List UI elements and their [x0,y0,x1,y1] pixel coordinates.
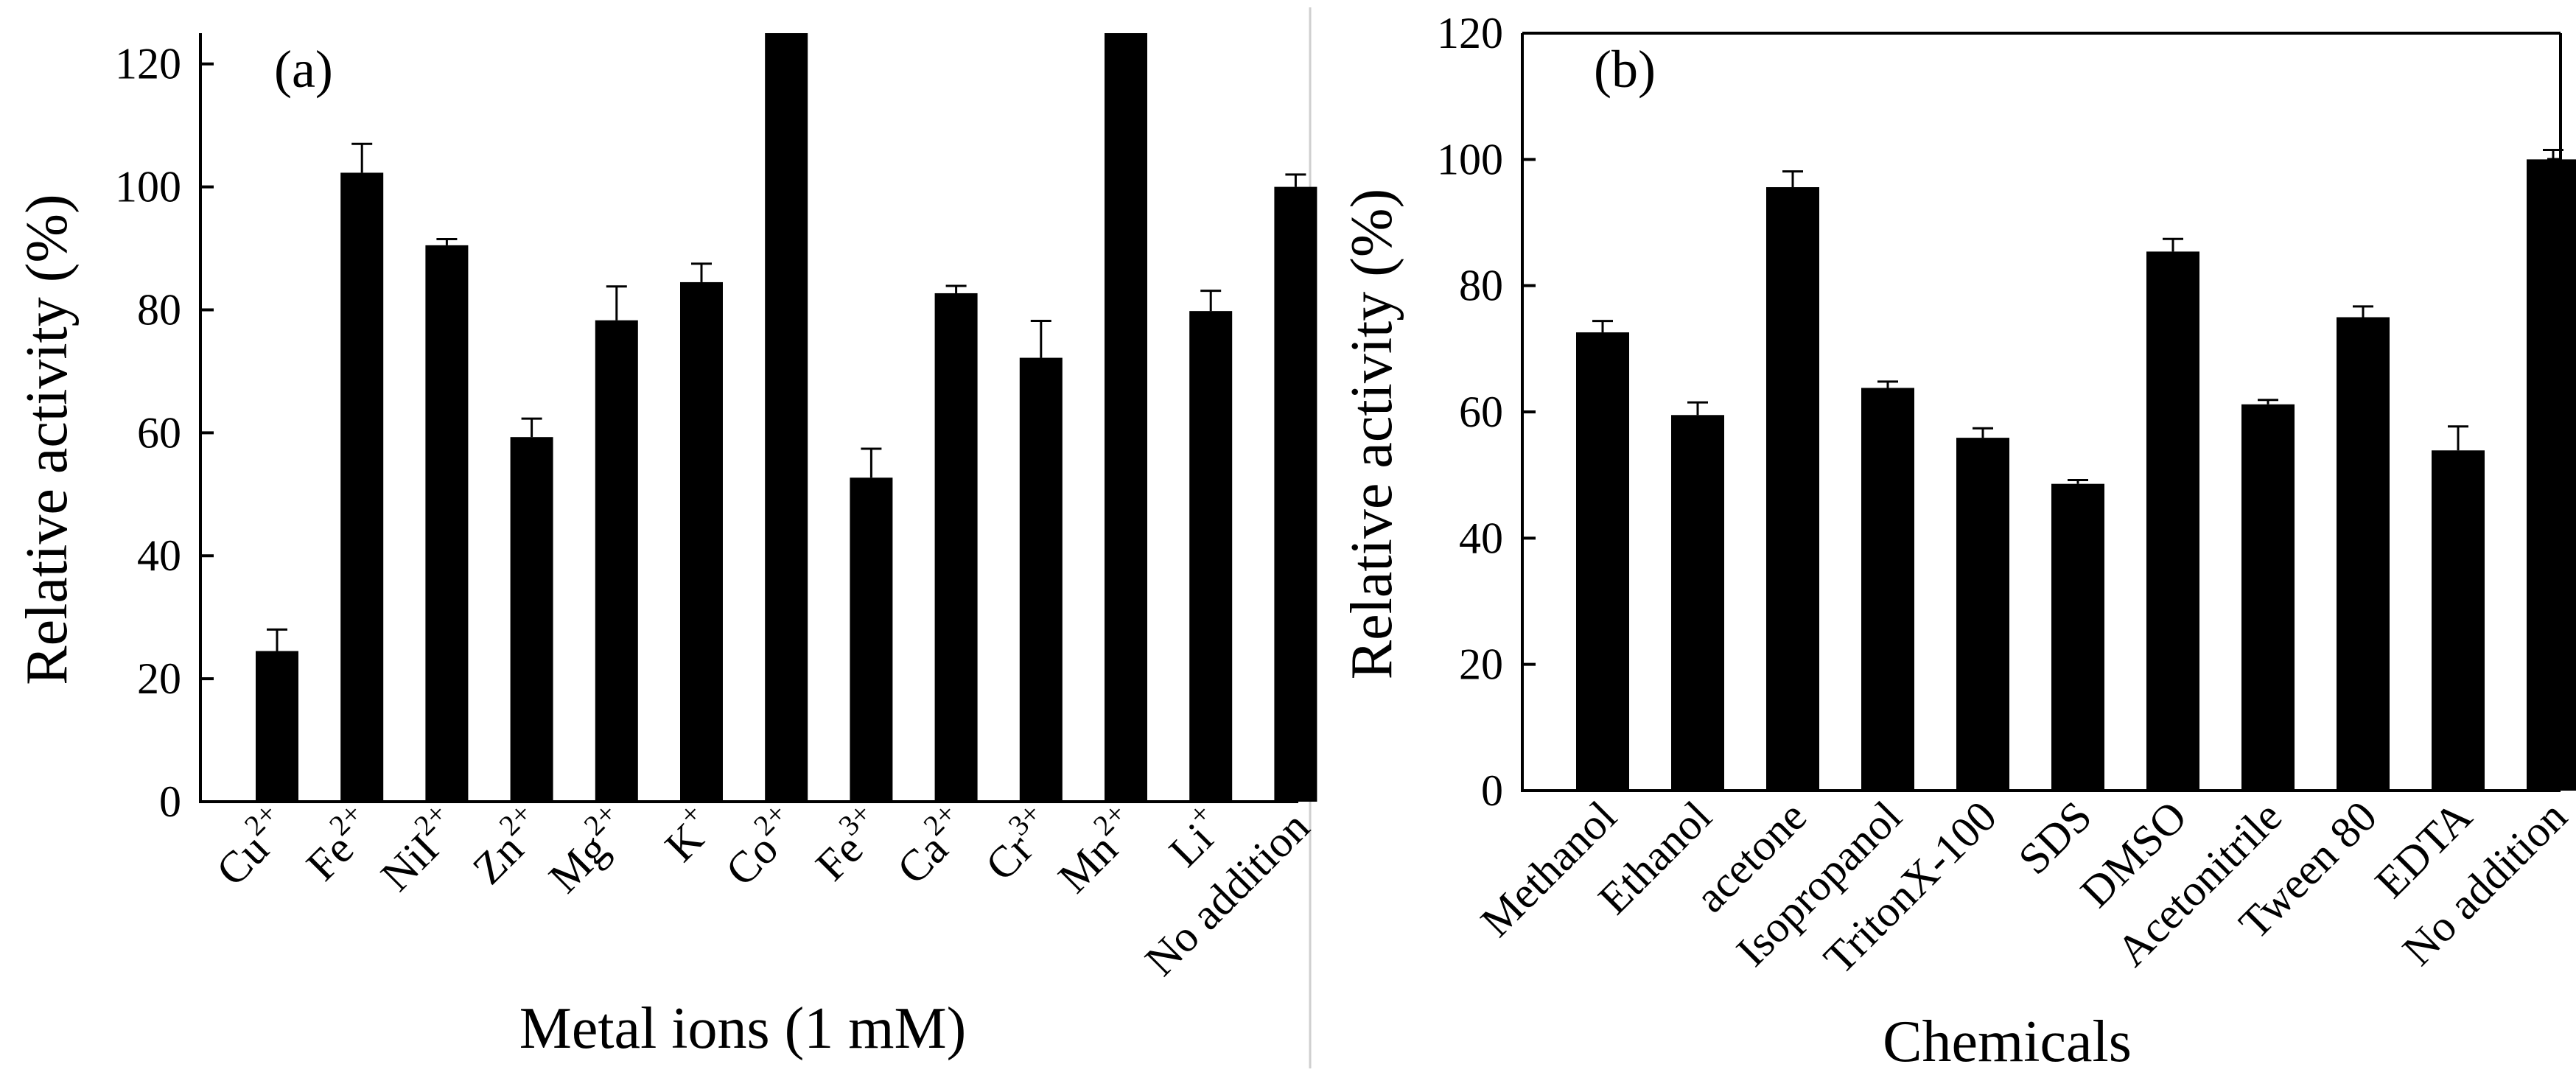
a-y-tick-label: 0 [159,777,181,826]
b-y-axis-title: Relative activity (%) [1340,189,1404,679]
b-bar [1956,438,2009,791]
a-bar [340,172,384,802]
a-y-tick-label: 100 [115,163,181,211]
b-y-tick-label: 40 [1459,514,1503,562]
b-y-tick-label: 0 [1481,766,1503,815]
b-y-tick-label: 120 [1437,9,1503,57]
b-bar [2432,450,2485,791]
b-y-tick-label: 100 [1437,135,1503,183]
b-bar [2146,251,2199,791]
b-bar [1671,415,1724,791]
a-bar [850,477,893,802]
a-bar [1274,186,1317,802]
b-bar [1766,187,1819,791]
b-y-tick-label: 60 [1459,388,1503,436]
b-bar [2527,159,2576,791]
a-bar [765,33,808,802]
b-y-tick-label: 80 [1459,262,1503,310]
b-panel-label: (b) [1594,40,1656,99]
a-bar [595,320,638,802]
b-bar [1861,388,1914,791]
b-x-axis-title: Chemicals [1883,1009,2132,1074]
a-bar [680,281,723,802]
b-bar [1576,332,1629,791]
a-x-axis-title: Metal ions (1 mM) [519,996,967,1061]
a-bar [510,437,553,802]
a-y-tick-label: 40 [137,531,181,580]
a-panel-label: (a) [274,40,333,99]
a-bar [1019,357,1063,802]
b-y-tick-label: 20 [1459,640,1503,689]
a-y-tick-label: 120 [115,40,181,88]
b-bar [2051,483,2104,791]
a-y-tick-label: 20 [137,654,181,703]
b-bar [2241,404,2295,791]
a-bar [1105,33,1147,802]
a-bar [1189,311,1233,802]
a-bar [256,651,298,802]
a-y-tick-label: 60 [137,408,181,457]
b-bar [2337,317,2390,791]
a-y-tick-label: 80 [137,285,181,334]
a-bar [425,245,469,802]
a-bar [934,293,978,802]
a-y-axis-title: Relative activity (%) [15,194,80,685]
